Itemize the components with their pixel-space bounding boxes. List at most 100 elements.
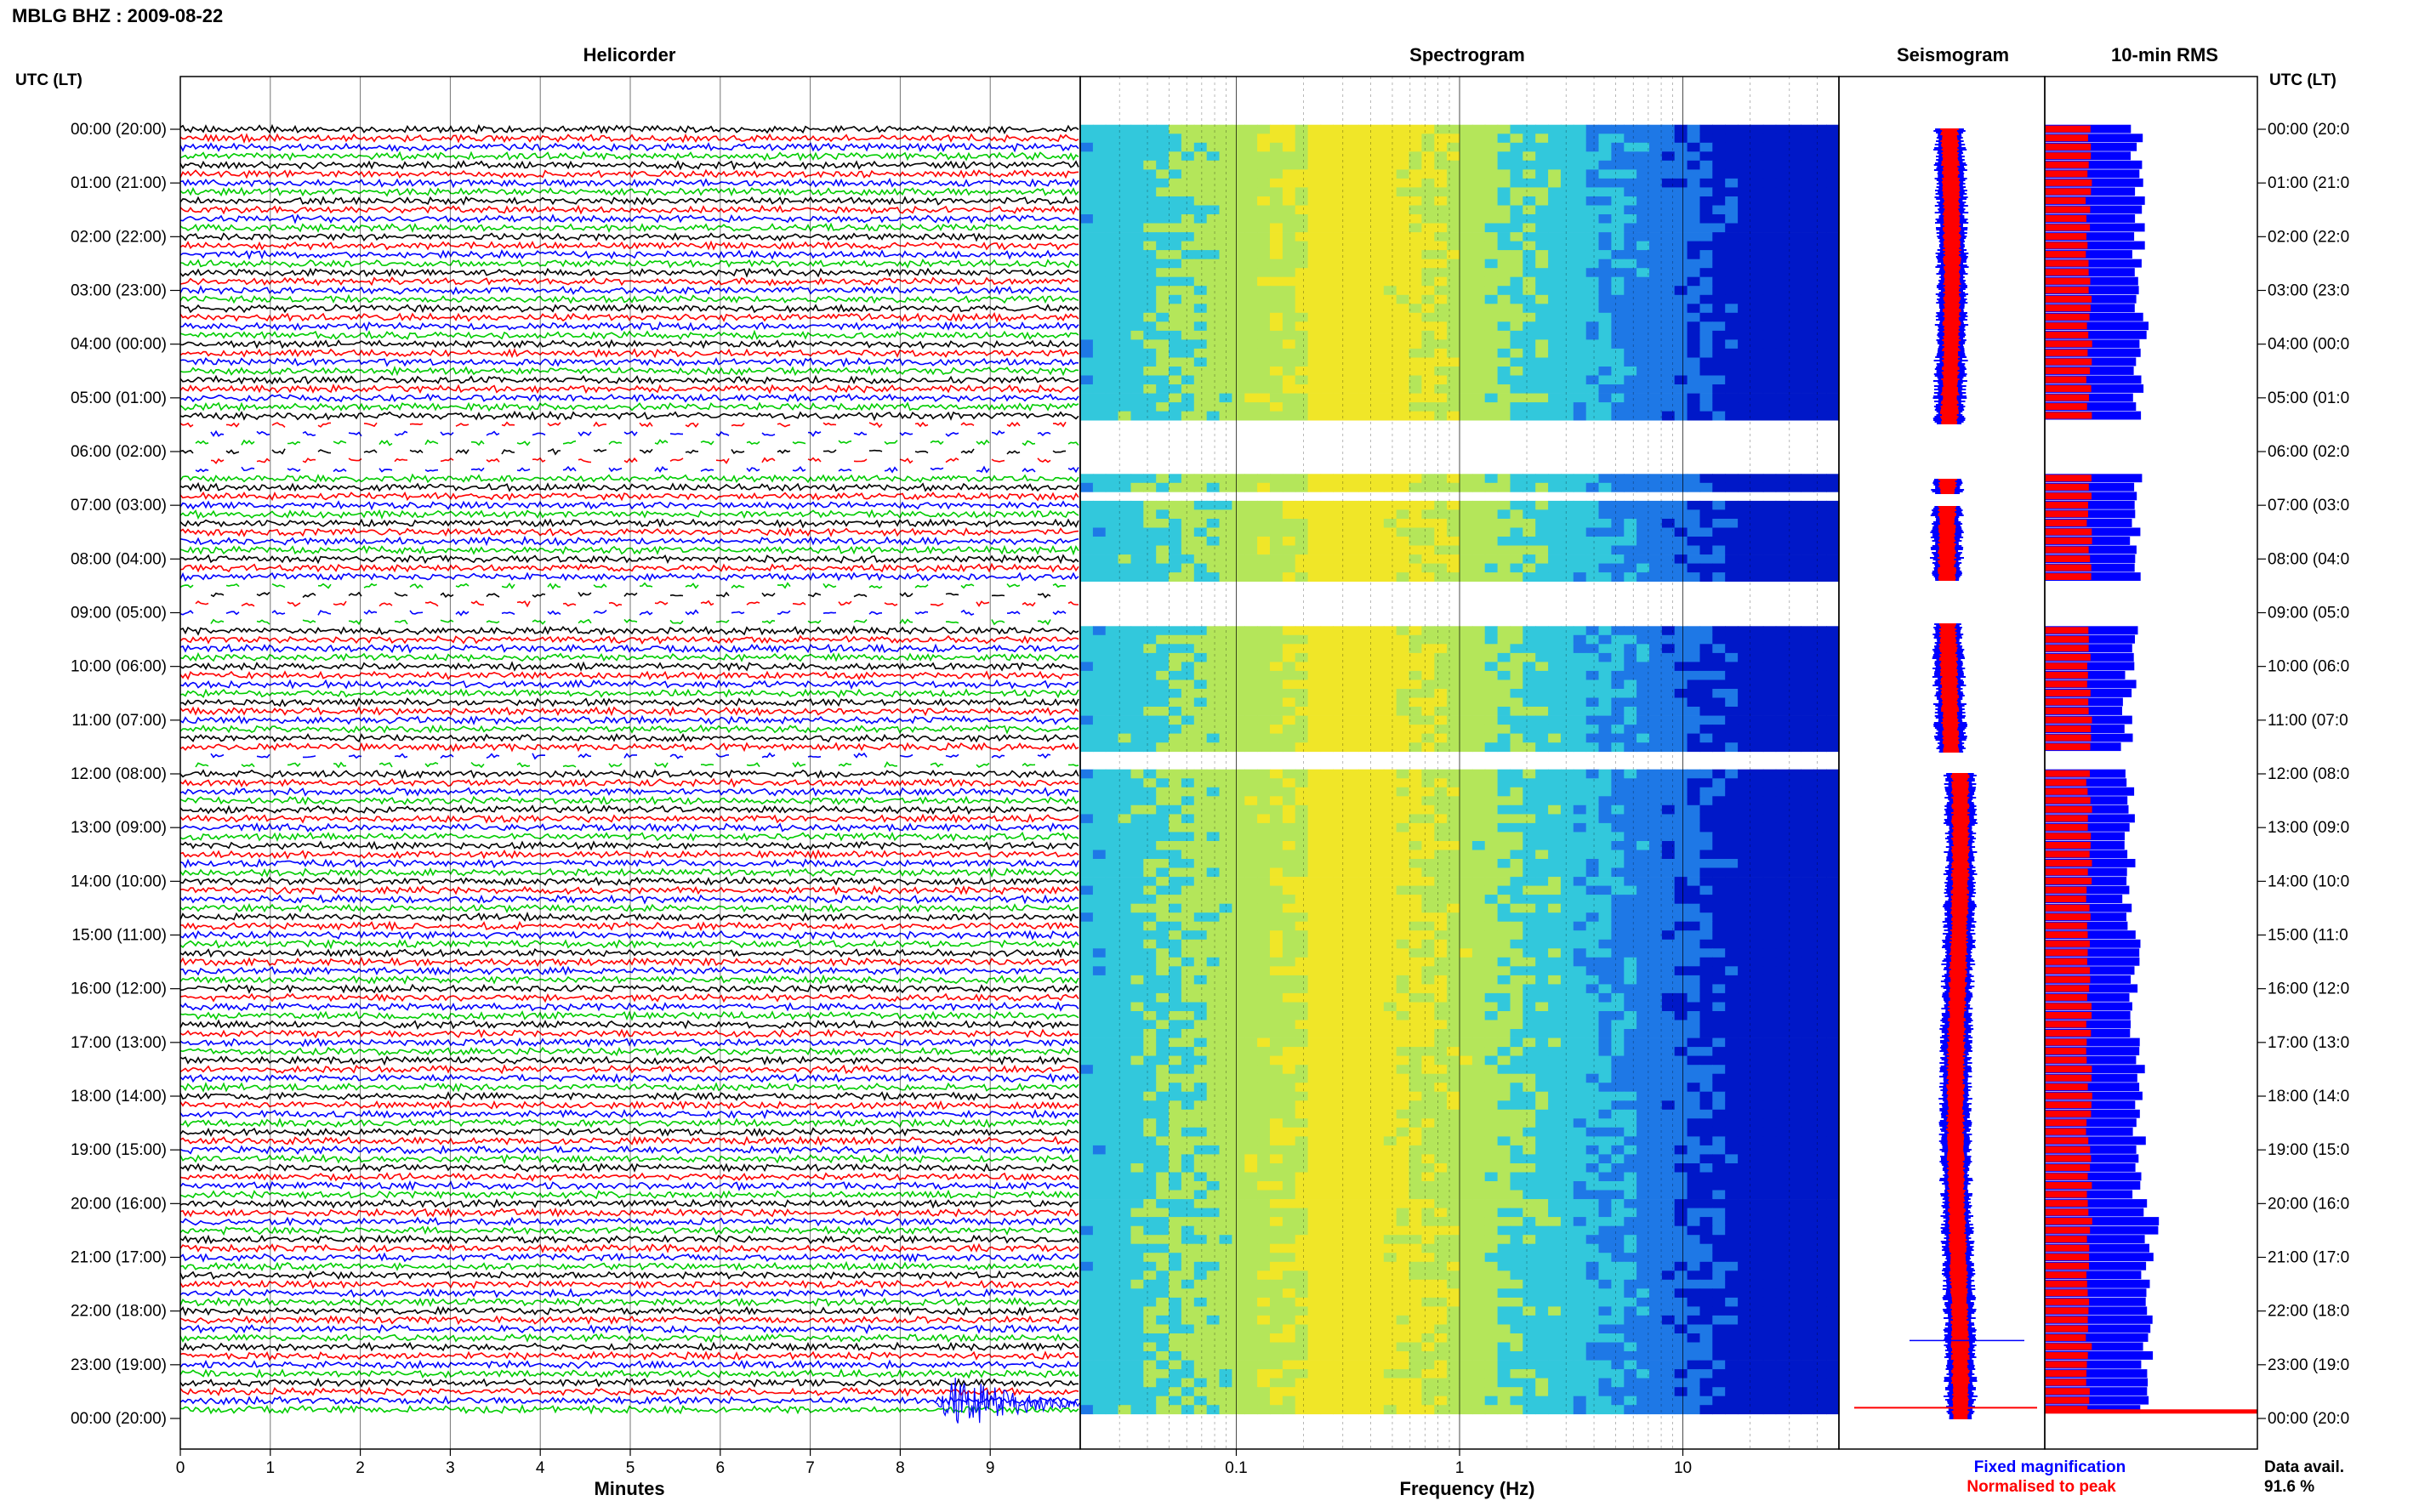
spectrogram-cell bbox=[1788, 375, 1801, 385]
spectrogram-cell bbox=[1636, 286, 1650, 296]
spectrogram-cell bbox=[1460, 850, 1473, 860]
spectrogram-cell bbox=[1206, 482, 1221, 492]
spectrogram-cell bbox=[1181, 850, 1195, 860]
spectrogram-cell bbox=[1585, 411, 1600, 421]
spectrogram-cell bbox=[1750, 124, 1764, 134]
spectrogram-cell bbox=[1611, 276, 1625, 287]
spectrogram-cell bbox=[1105, 822, 1119, 833]
spectrogram-cell bbox=[1282, 921, 1296, 931]
spectrogram-cell bbox=[1358, 966, 1372, 976]
spectrogram-cell bbox=[1548, 205, 1562, 215]
spectrogram-cell bbox=[1649, 187, 1663, 197]
spectrogram-cell bbox=[1775, 527, 1790, 537]
spectrogram-cell bbox=[1699, 877, 1713, 886]
spectrogram-cell bbox=[1105, 859, 1119, 868]
spectrogram-cell bbox=[1346, 733, 1359, 743]
spectrogram-cell bbox=[1788, 268, 1801, 278]
spectrogram-cell bbox=[1346, 286, 1359, 296]
spectrogram-cell bbox=[1333, 375, 1346, 385]
spectrogram-cell bbox=[1169, 563, 1182, 573]
spectrogram-cell bbox=[1560, 948, 1574, 958]
spectrogram-cell bbox=[1674, 895, 1688, 904]
spectrogram-cell bbox=[1244, 393, 1258, 403]
spectrogram-cell bbox=[1383, 912, 1397, 923]
spectrogram-cell bbox=[1320, 822, 1334, 833]
spectrogram-cell bbox=[1434, 187, 1448, 197]
spectrogram-cell bbox=[1674, 903, 1688, 913]
spectrogram-cell bbox=[1409, 214, 1422, 224]
spectrogram-cell bbox=[1118, 948, 1132, 958]
spectrogram-cell bbox=[1801, 276, 1814, 287]
spectrogram-cell bbox=[1092, 232, 1107, 242]
helicorder-trace bbox=[195, 600, 1079, 608]
spectrogram-cell bbox=[1447, 903, 1460, 913]
spectrogram-cell bbox=[1333, 778, 1346, 788]
spectrogram-cell bbox=[1143, 626, 1157, 636]
spectrogram-cell bbox=[1118, 715, 1132, 725]
helicorder-trace bbox=[179, 1135, 1079, 1146]
spectrogram-cell bbox=[1333, 348, 1346, 358]
spectrogram-cell bbox=[1598, 286, 1612, 296]
spectrogram-cell bbox=[1573, 482, 1587, 492]
spectrogram-cell bbox=[1649, 214, 1663, 224]
spectrogram-cell bbox=[1270, 205, 1283, 215]
spectrogram-cell bbox=[1560, 339, 1574, 350]
spectrogram-cell bbox=[1346, 545, 1359, 555]
spectrogram-cell bbox=[1447, 957, 1460, 967]
spectrogram-cell bbox=[1826, 670, 1840, 680]
spectrogram-cell bbox=[1598, 402, 1612, 412]
spectrogram-cell bbox=[1118, 160, 1132, 170]
spectrogram-cell bbox=[1762, 124, 1777, 134]
spectrogram-cell bbox=[1687, 411, 1701, 421]
spectrogram-cell bbox=[1206, 769, 1221, 779]
spectrogram-cell bbox=[1535, 527, 1549, 537]
spectrogram-cell bbox=[1649, 223, 1663, 233]
spectrogram-cell bbox=[1383, 411, 1397, 421]
spectrogram-cell bbox=[1358, 689, 1372, 698]
spectrogram-cell bbox=[1535, 384, 1549, 394]
spectrogram-cell bbox=[1813, 304, 1827, 314]
spectrogram-cell bbox=[1712, 124, 1726, 134]
spectrogram-cell bbox=[1484, 276, 1499, 287]
spectrogram-cell bbox=[1535, 626, 1549, 636]
helicorder-trace bbox=[210, 591, 1051, 599]
spectrogram-cell bbox=[1396, 679, 1410, 690]
spectrogram-cell bbox=[1105, 294, 1119, 304]
spectrogram-cell bbox=[1092, 841, 1107, 850]
spectrogram-cell bbox=[1523, 537, 1536, 546]
spectrogram-cell bbox=[1535, 375, 1549, 385]
spectrogram-cell bbox=[1383, 796, 1397, 806]
spectrogram-cell bbox=[1396, 367, 1410, 376]
spectrogram-cell bbox=[1471, 375, 1486, 385]
spectrogram-cell bbox=[1383, 867, 1397, 878]
spectrogram-cell bbox=[1775, 778, 1790, 788]
spectrogram-cell bbox=[1674, 134, 1688, 144]
spectrogram-cell bbox=[1409, 877, 1422, 886]
spectrogram-cell bbox=[1396, 482, 1410, 492]
spectrogram-cell bbox=[1661, 634, 1676, 645]
spectrogram-cell bbox=[1471, 411, 1486, 421]
spectrogram-cell bbox=[1206, 912, 1221, 923]
spectrogram-cell bbox=[1460, 367, 1473, 376]
spectrogram-cell bbox=[1206, 151, 1221, 162]
spectrogram-cell bbox=[1080, 268, 1094, 278]
spectrogram-cell bbox=[1130, 232, 1144, 242]
spectrogram-cell bbox=[1092, 348, 1107, 358]
spectrogram-cell bbox=[1105, 626, 1119, 636]
spectrogram-cell bbox=[1282, 124, 1296, 134]
spectrogram-cell bbox=[1738, 644, 1751, 654]
spectrogram-cell bbox=[1661, 841, 1676, 850]
spectrogram-cell bbox=[1333, 134, 1346, 144]
spectrogram-cell bbox=[1130, 482, 1144, 492]
spectrogram-cell bbox=[1358, 367, 1372, 376]
spectrogram-cell bbox=[1143, 563, 1157, 573]
spectrogram-cell bbox=[1156, 877, 1170, 886]
spectrogram-cell bbox=[1257, 725, 1271, 734]
spectrogram-cell bbox=[1257, 196, 1271, 206]
spectrogram-cell bbox=[1560, 304, 1574, 314]
spectrogram-cell bbox=[1699, 196, 1713, 206]
spectrogram-cell bbox=[1788, 196, 1801, 206]
spectrogram-cell bbox=[1080, 554, 1094, 564]
spectrogram-cell bbox=[1687, 644, 1701, 654]
spectrogram-cell bbox=[1130, 957, 1144, 967]
